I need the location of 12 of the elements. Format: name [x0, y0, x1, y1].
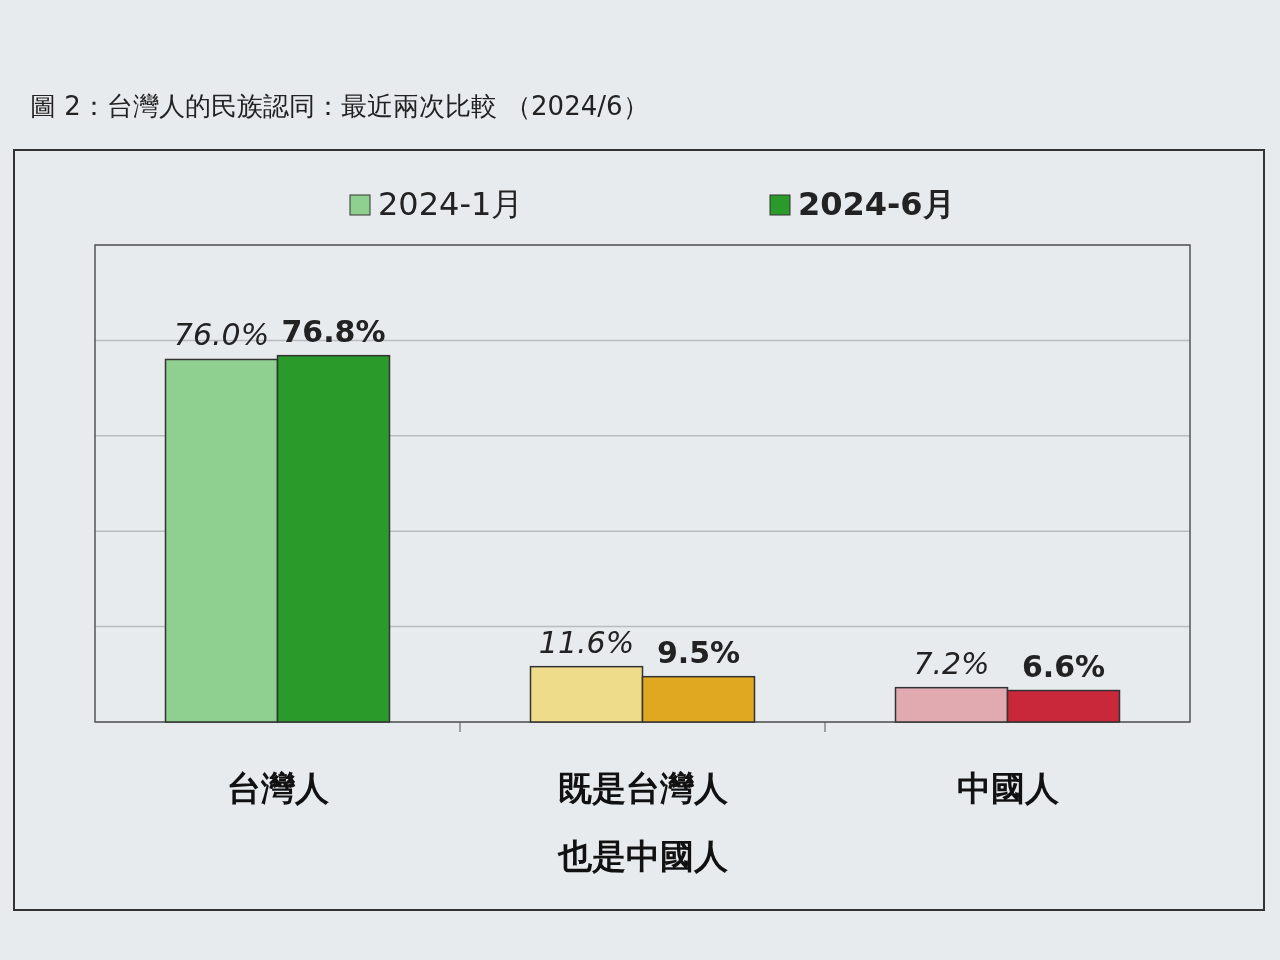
data-label: 76.0% [173, 317, 270, 353]
x-tick-label: 中國人 [956, 768, 1060, 808]
x-tick-label: 台灣人 [226, 768, 330, 808]
chart-title: 圖 2：台灣人的民族認同：最近兩次比較 （2024/6） [30, 91, 649, 121]
data-label: 6.6% [1021, 648, 1106, 684]
x-tick-label: 既是台灣人也是中國人 [556, 768, 729, 876]
legend-label: 2024-1月 [378, 185, 524, 223]
data-label: 9.5% [656, 634, 741, 670]
data-label: 76.8% [281, 313, 386, 349]
data-label: 11.6% [538, 624, 635, 660]
data-label: 7.2% [913, 645, 990, 681]
legend-label: 2024-6月 [798, 185, 955, 223]
